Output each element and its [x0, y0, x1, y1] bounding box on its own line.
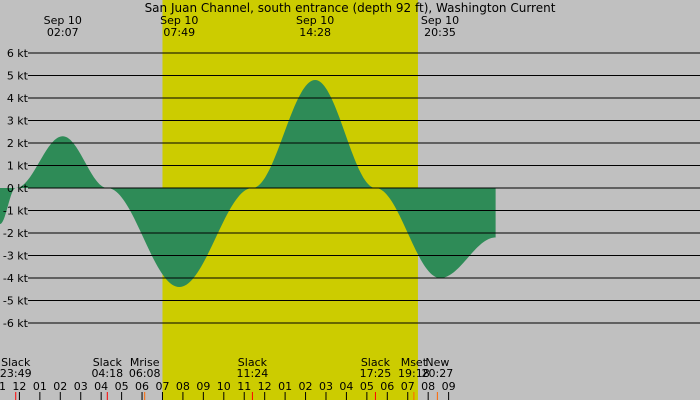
- event-time-label: 04:18: [91, 367, 123, 380]
- y-tick-label: -3 kt: [3, 250, 29, 263]
- event-time-label: 23:49: [0, 367, 32, 380]
- event-time-label: 19:18: [398, 367, 430, 380]
- x-tick-label: 05: [115, 380, 129, 393]
- x-tick-label: 06: [135, 380, 149, 393]
- event-time-label: 06:08: [129, 367, 161, 380]
- y-tick-label: 2 kt: [7, 137, 29, 150]
- y-tick-label: 5 kt: [7, 70, 29, 83]
- x-tick-label: 08: [421, 380, 435, 393]
- x-tick-label: 03: [319, 380, 333, 393]
- x-tick-label: 12: [12, 380, 26, 393]
- extreme-date-label: Sep 10: [160, 14, 198, 27]
- event-name-label: New: [425, 356, 449, 369]
- x-tick-label: 11: [0, 380, 6, 393]
- y-tick-label: -2 kt: [3, 227, 29, 240]
- y-tick-label: 1 kt: [7, 160, 29, 173]
- y-tick-label: -6 kt: [3, 317, 29, 330]
- x-tick-label: 11: [237, 380, 251, 393]
- x-tick-label: 09: [442, 380, 456, 393]
- x-tick-label: 01: [278, 380, 292, 393]
- x-tick-label: 05: [360, 380, 374, 393]
- event-name-label: Slack: [238, 356, 268, 369]
- x-tick-label: 06: [380, 380, 394, 393]
- extreme-date-label: Sep 10: [421, 14, 459, 27]
- x-tick-label: 07: [401, 380, 415, 393]
- x-tick-label: 04: [94, 380, 108, 393]
- y-tick-label: -1 kt: [3, 205, 29, 218]
- chart-title: San Juan Channel, south entrance (depth …: [145, 1, 556, 15]
- event-name-label: Mset: [401, 356, 428, 369]
- event-name-label: Slack: [93, 356, 123, 369]
- y-tick-label: -4 kt: [3, 272, 29, 285]
- event-name-label: Slack: [361, 356, 391, 369]
- x-tick-label: 01: [33, 380, 47, 393]
- x-tick-label: 08: [176, 380, 190, 393]
- x-tick-label: 04: [339, 380, 353, 393]
- extreme-time-label: 07:49: [163, 26, 195, 39]
- x-tick-label: 02: [299, 380, 313, 393]
- event-name-label: Mrise: [130, 356, 160, 369]
- extreme-time-label: 14:28: [299, 26, 331, 39]
- event-time-label: 17:25: [360, 367, 392, 380]
- x-tick-label: 12: [258, 380, 272, 393]
- event-time-label: 20:27: [422, 367, 454, 380]
- x-tick-label: 03: [74, 380, 88, 393]
- x-tick-label: 10: [217, 380, 231, 393]
- x-tick-label: 02: [53, 380, 67, 393]
- extreme-time-label: 02:07: [47, 26, 79, 39]
- extreme-time-label: 20:35: [424, 26, 456, 39]
- y-tick-label: 4 kt: [7, 92, 29, 105]
- event-time-label: 11:24: [237, 367, 269, 380]
- extreme-date-label: Sep 10: [44, 14, 82, 27]
- y-tick-label: 0 kt: [7, 182, 29, 195]
- event-name-label: Slack: [1, 356, 31, 369]
- x-tick-label: 09: [196, 380, 210, 393]
- y-tick-label: 3 kt: [7, 115, 29, 128]
- y-tick-label: -5 kt: [3, 295, 29, 308]
- ebb-current-area: [0, 80, 496, 287]
- extreme-date-label: Sep 10: [296, 14, 334, 27]
- y-tick-label: 6 kt: [7, 47, 29, 60]
- x-tick-label: 07: [155, 380, 169, 393]
